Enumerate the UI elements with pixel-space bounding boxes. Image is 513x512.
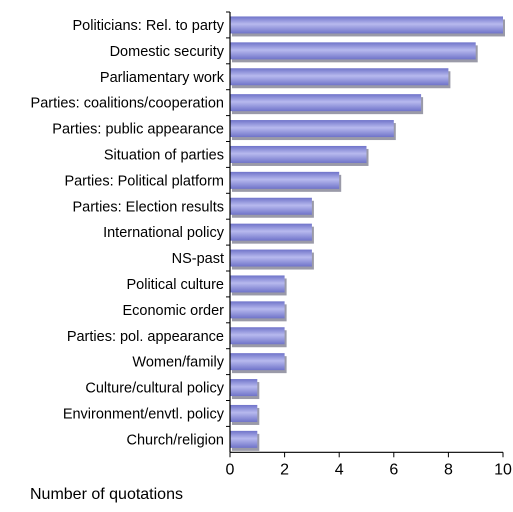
- bar: [230, 16, 503, 34]
- category-labels: Politicians: Rel. to party Domestic secur…: [31, 18, 225, 448]
- bar: [230, 301, 285, 319]
- category-label: Parties: Election results: [72, 199, 224, 215]
- category-label: Women/family: [132, 355, 224, 371]
- category-label: Culture/cultural policy: [85, 381, 224, 397]
- bar: [230, 430, 258, 448]
- category-label: Parties: public appearance: [52, 122, 224, 138]
- bar: [230, 275, 285, 293]
- category-label: Environment/envtl. policy: [63, 406, 225, 422]
- bar: [230, 327, 285, 345]
- x-tick-label: 6: [389, 461, 398, 478]
- bar: [230, 42, 476, 60]
- bar: [230, 120, 394, 138]
- bar: [230, 94, 422, 112]
- category-label: Parties: Political platform: [64, 173, 224, 189]
- x-axis-title: Number of quotations: [30, 486, 183, 503]
- category-label: Domestic security: [110, 44, 225, 60]
- bar: [230, 249, 312, 267]
- bar: [230, 353, 285, 371]
- x-tick-label: 2: [280, 461, 289, 478]
- bar: [230, 68, 449, 86]
- category-label: Parties: coalitions/cooperation: [31, 96, 224, 112]
- category-label: Church/religion: [126, 432, 224, 448]
- category-label: Parties: pol. appearance: [67, 329, 224, 345]
- category-label: NS-past: [172, 251, 224, 267]
- category-label: Parliamentary work: [100, 70, 225, 86]
- bar: [230, 379, 258, 397]
- bar: [230, 223, 312, 241]
- category-label: Economic order: [122, 303, 224, 319]
- bars-group: [230, 16, 505, 451]
- x-axis: 0 2 4 6 8 10: [226, 11, 512, 478]
- category-label: International policy: [103, 225, 225, 241]
- x-tick-label: 10: [494, 461, 512, 478]
- bar: [230, 404, 258, 422]
- bar: [230, 171, 340, 189]
- x-tick-label: 4: [335, 461, 344, 478]
- category-label: Politicians: Rel. to party: [72, 18, 224, 34]
- category-label: Situation of parties: [104, 147, 224, 163]
- bar: [230, 145, 367, 163]
- x-tick-label: 8: [444, 461, 453, 478]
- category-label: Political culture: [126, 277, 224, 293]
- x-tick-label: 0: [226, 461, 235, 478]
- bar: [230, 197, 312, 215]
